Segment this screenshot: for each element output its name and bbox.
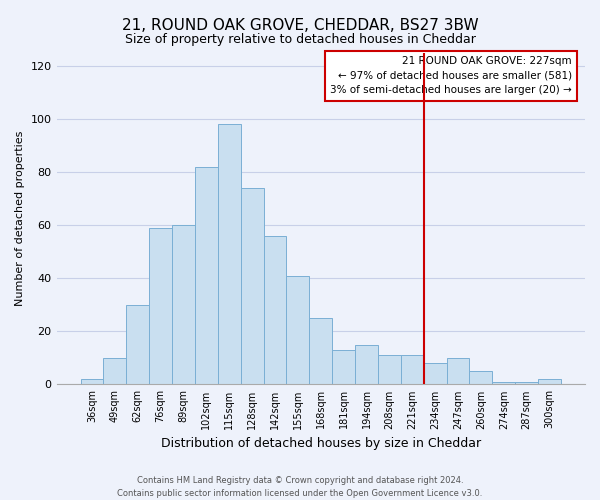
Text: Size of property relative to detached houses in Cheddar: Size of property relative to detached ho… bbox=[125, 32, 475, 46]
Bar bbox=[332, 350, 355, 384]
Bar bbox=[286, 276, 310, 384]
Bar bbox=[378, 355, 401, 384]
Bar bbox=[355, 344, 378, 385]
Bar bbox=[241, 188, 263, 384]
Bar bbox=[80, 379, 103, 384]
Text: 21 ROUND OAK GROVE: 227sqm
← 97% of detached houses are smaller (581)
3% of semi: 21 ROUND OAK GROVE: 227sqm ← 97% of deta… bbox=[330, 56, 572, 96]
Bar bbox=[538, 379, 561, 384]
Bar bbox=[195, 166, 218, 384]
Bar bbox=[103, 358, 127, 384]
Bar bbox=[149, 228, 172, 384]
Bar bbox=[469, 371, 493, 384]
Bar bbox=[127, 305, 149, 384]
Bar bbox=[218, 124, 241, 384]
Bar bbox=[515, 382, 538, 384]
Bar bbox=[493, 382, 515, 384]
Text: Contains HM Land Registry data © Crown copyright and database right 2024.
Contai: Contains HM Land Registry data © Crown c… bbox=[118, 476, 482, 498]
Bar bbox=[424, 363, 446, 384]
Bar bbox=[310, 318, 332, 384]
Text: 21, ROUND OAK GROVE, CHEDDAR, BS27 3BW: 21, ROUND OAK GROVE, CHEDDAR, BS27 3BW bbox=[122, 18, 478, 32]
Bar bbox=[401, 355, 424, 384]
Y-axis label: Number of detached properties: Number of detached properties bbox=[15, 131, 25, 306]
Bar bbox=[446, 358, 469, 384]
X-axis label: Distribution of detached houses by size in Cheddar: Distribution of detached houses by size … bbox=[161, 437, 481, 450]
Bar bbox=[172, 225, 195, 384]
Bar bbox=[263, 236, 286, 384]
